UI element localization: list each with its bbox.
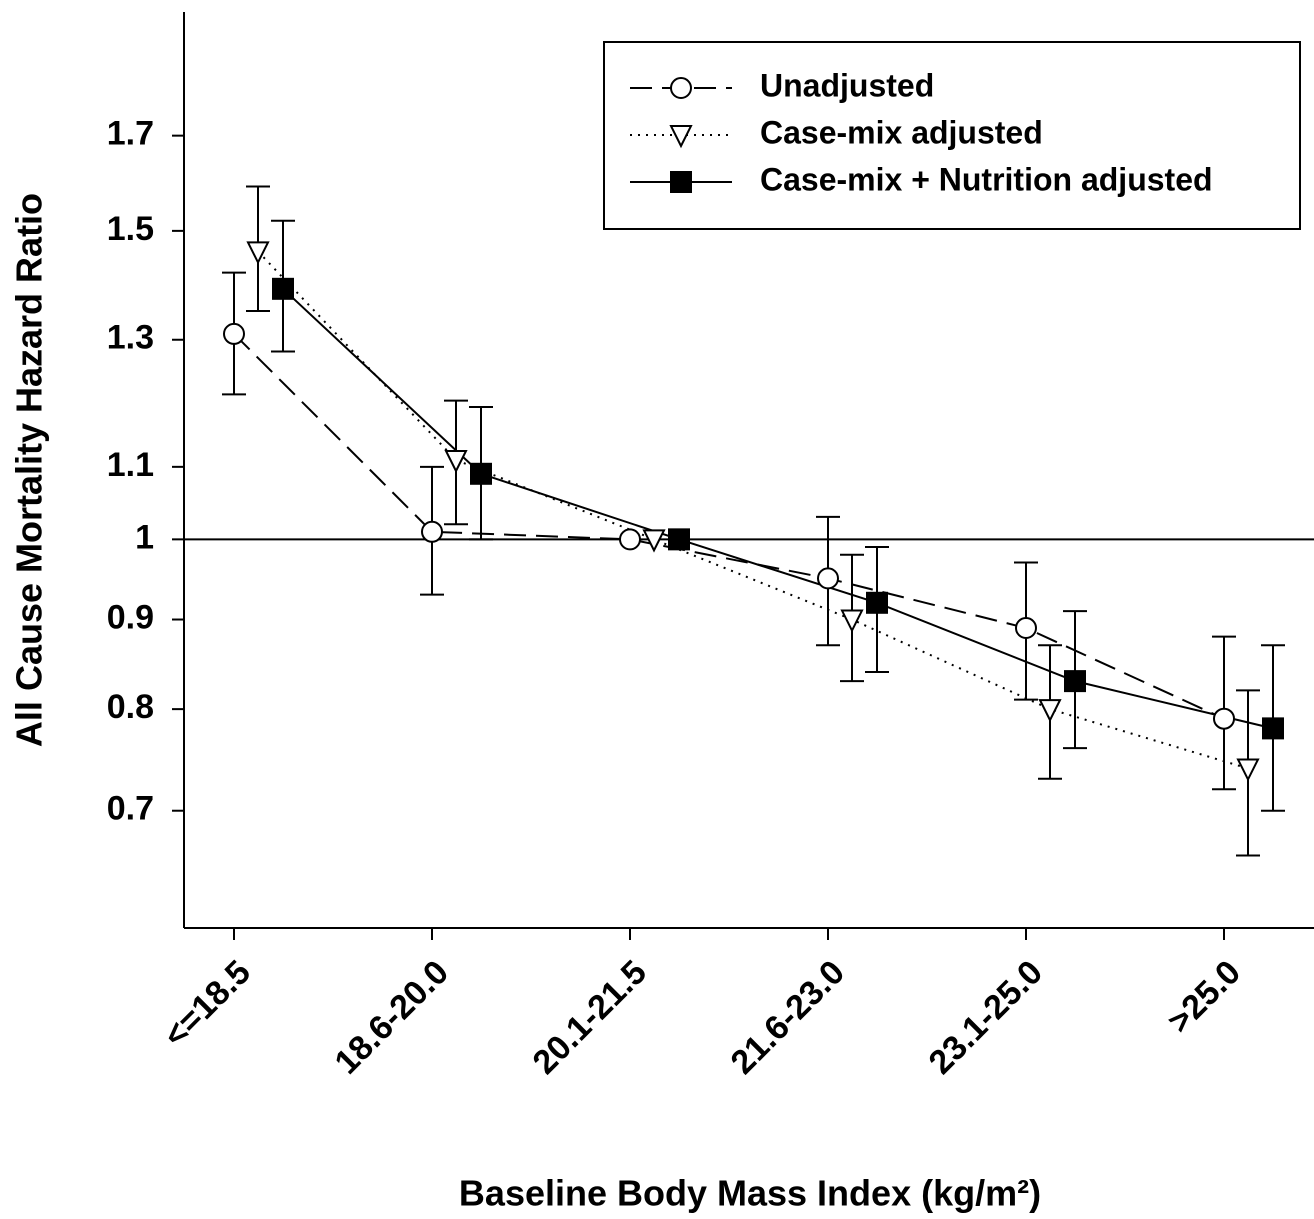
y-tick-label: 0.7 [107, 790, 154, 828]
series-line [233, 333, 1225, 720]
marker [866, 591, 888, 614]
x-tick-label: 18.6-20.0 [328, 953, 456, 1081]
legend-marker [669, 125, 693, 149]
marker [1038, 699, 1062, 723]
legend-marker [670, 77, 692, 99]
y-tick-label: 1.1 [107, 446, 154, 484]
x-tick-label: <=18.5 [156, 953, 258, 1055]
marker [1262, 717, 1284, 740]
marker [817, 567, 839, 590]
x-tick-label: 21.6-23.0 [724, 953, 852, 1081]
x-tick-label: 23.1-25.0 [922, 953, 1050, 1081]
legend-label: Unadjusted [760, 67, 934, 103]
marker [1064, 670, 1086, 693]
legend-label: Case-mix adjusted [760, 114, 1043, 150]
marker [1236, 758, 1260, 782]
y-tick-label: 1.7 [107, 115, 154, 153]
x-tick-label: >25.0 [1160, 953, 1248, 1041]
marker [642, 529, 666, 553]
legend-label: Case-mix + Nutrition adjusted [760, 161, 1213, 197]
y-tick-label: 0.9 [107, 599, 154, 637]
marker [272, 277, 294, 300]
series-line [282, 288, 1274, 730]
marker [840, 609, 864, 633]
y-tick-label: 0.8 [107, 688, 154, 726]
marker [421, 520, 443, 543]
marker [470, 462, 492, 485]
x-tick-label: 20.1-21.5 [526, 953, 654, 1081]
marker [619, 528, 641, 551]
marker [1015, 617, 1037, 640]
y-axis-label: All Cause Mortality Hazard Ratio [9, 193, 50, 747]
x-axis-label: Baseline Body Mass Index (kg/m²) [459, 1173, 1041, 1214]
y-tick-label: 1 [135, 518, 154, 556]
marker [246, 241, 270, 265]
marker [444, 449, 468, 474]
legend-marker [670, 171, 692, 193]
marker [223, 322, 245, 345]
marker [668, 528, 690, 551]
y-tick-label: 1.3 [107, 319, 154, 357]
y-tick-label: 1.5 [107, 210, 154, 248]
marker [1213, 707, 1235, 730]
series-line [257, 250, 1249, 770]
